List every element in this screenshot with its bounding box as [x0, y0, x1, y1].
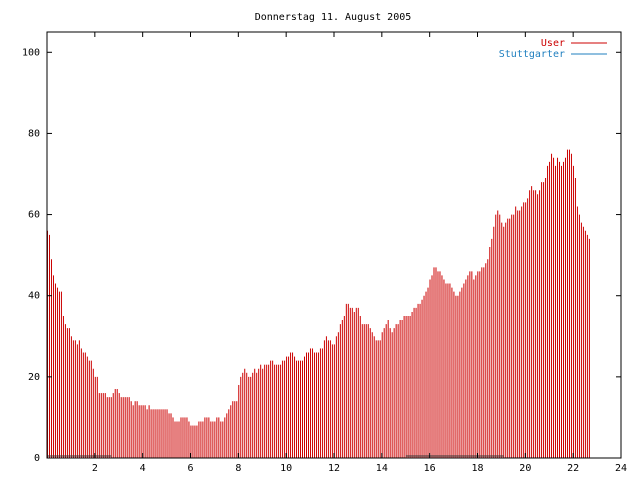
y-tick-label-0: 0 — [34, 453, 40, 464]
y-tick-label-80: 80 — [28, 128, 40, 139]
bars-user — [47, 149, 590, 458]
x-tick-label-14: 14 — [376, 463, 388, 474]
x-tick-label-10: 10 — [280, 463, 292, 474]
x-tick-label-24: 24 — [615, 463, 627, 474]
x-tick-label-6: 6 — [187, 463, 193, 474]
x-tick-label-4: 4 — [140, 463, 146, 474]
x-tick-label-20: 20 — [519, 463, 531, 474]
x-tick-label-8: 8 — [235, 463, 241, 474]
legend-label-user: User — [541, 38, 565, 49]
x-tick-label-22: 22 — [567, 463, 579, 474]
y-tick-label-100: 100 — [22, 47, 40, 58]
legend-label-stuttgarter: Stuttgarter — [499, 49, 565, 60]
x-tick-label-18: 18 — [471, 463, 483, 474]
y-tick-label-40: 40 — [28, 291, 40, 302]
x-tick-label-12: 12 — [328, 463, 340, 474]
x-tick-label-16: 16 — [424, 463, 436, 474]
chart-title: Donnerstag 11. August 2005 — [255, 12, 412, 23]
y-tick-label-60: 60 — [28, 210, 40, 221]
y-tick-label-20: 20 — [28, 372, 40, 383]
x-tick-label-2: 2 — [92, 463, 98, 474]
